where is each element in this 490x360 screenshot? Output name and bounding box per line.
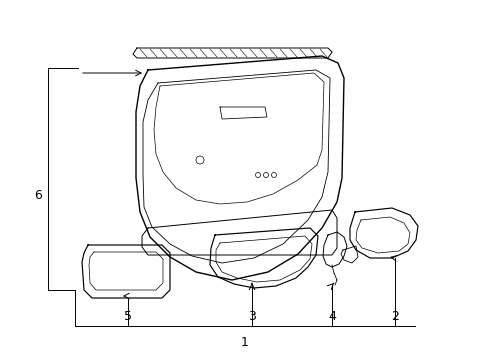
Text: 2: 2	[391, 310, 399, 323]
Text: 3: 3	[248, 310, 256, 323]
Text: 5: 5	[124, 310, 132, 323]
Text: 1: 1	[241, 336, 249, 348]
Text: 6: 6	[34, 189, 42, 202]
Text: 4: 4	[328, 310, 336, 323]
